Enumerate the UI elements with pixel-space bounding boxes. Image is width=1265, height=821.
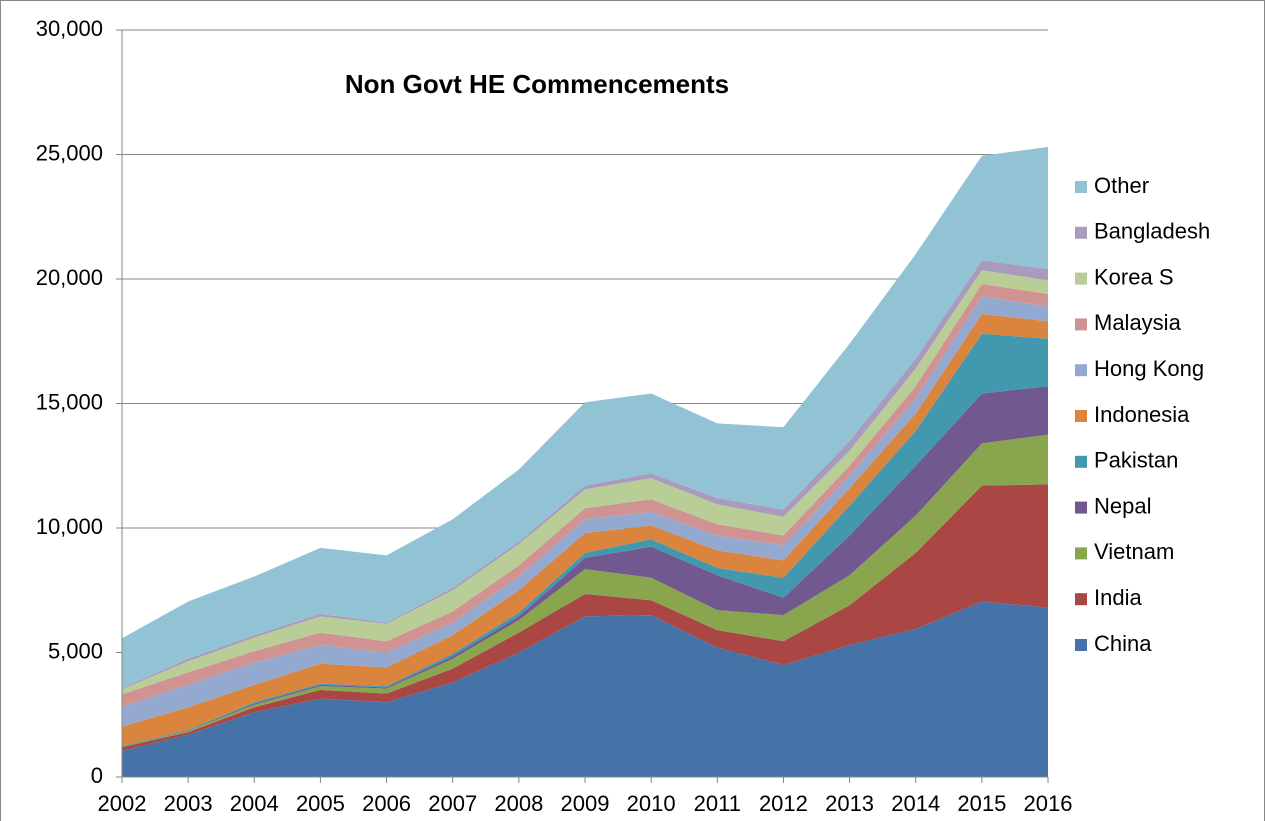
x-tick-label: 2008: [494, 791, 543, 816]
area: [122, 333, 1048, 746]
x-tick-label: 2013: [825, 791, 874, 816]
y-tick-label: 15,000: [36, 389, 103, 414]
x-tick-label: 2005: [296, 791, 345, 816]
x-tick-label: 2006: [362, 791, 411, 816]
legend-swatch: [1075, 501, 1087, 514]
area: [122, 434, 1048, 748]
x-tick-label: 2003: [164, 791, 213, 816]
y-tick-label: 5,000: [48, 638, 103, 663]
legend-swatch: [1075, 226, 1087, 239]
legend-label: Pakistan: [1094, 448, 1178, 473]
area: [122, 313, 1048, 746]
legend-label: Korea S: [1094, 264, 1174, 289]
area: [122, 601, 1048, 777]
area: [122, 260, 1048, 690]
x-tick-label: 2014: [891, 791, 940, 816]
legend-swatch: [1075, 364, 1087, 377]
area: [122, 386, 1048, 747]
x-tick-label: 2007: [428, 791, 477, 816]
area: [122, 484, 1048, 751]
legend-swatch: [1075, 593, 1087, 606]
legend-swatch: [1075, 272, 1087, 285]
legend-label: China: [1094, 631, 1152, 656]
x-tick-label: 2010: [627, 791, 676, 816]
legend-label: Malaysia: [1094, 310, 1182, 335]
y-tick-label: 0: [91, 763, 103, 788]
area: [122, 270, 1048, 695]
x-tick-label: 2002: [98, 791, 147, 816]
legend-swatch: [1075, 318, 1087, 331]
x-tick-label: 2011: [694, 791, 741, 816]
legend-label: Indonesia: [1094, 402, 1190, 427]
legend-label: Nepal: [1094, 493, 1151, 518]
y-tick-label: 20,000: [36, 265, 103, 290]
legend-label: Other: [1094, 173, 1149, 198]
legend-swatch: [1075, 410, 1087, 422]
chart-title: Non Govt HE Commencements: [345, 69, 729, 99]
legend-swatch: [1075, 547, 1087, 560]
legend-swatch: [1075, 639, 1087, 651]
area: [122, 147, 1048, 689]
y-tick-label: 10,000: [36, 514, 103, 539]
legend-label: Hong Kong: [1094, 356, 1204, 381]
legend-swatch: [1075, 455, 1087, 468]
area: [122, 296, 1048, 727]
y-tick-label: 30,000: [36, 16, 103, 41]
x-tick-label: 2012: [759, 791, 808, 816]
legend-label: India: [1094, 585, 1142, 610]
area: [122, 283, 1048, 707]
x-tick-label: 2009: [561, 791, 610, 816]
x-tick-label: 2004: [230, 791, 279, 816]
legend-swatch: [1075, 181, 1087, 193]
y-tick-label: 25,000: [36, 140, 103, 165]
x-tick-label: 2015: [957, 791, 1006, 816]
x-tick-label: 2016: [1024, 791, 1073, 816]
legend-label: Bangladesh: [1094, 219, 1210, 244]
legend-label: Vietnam: [1094, 539, 1174, 564]
